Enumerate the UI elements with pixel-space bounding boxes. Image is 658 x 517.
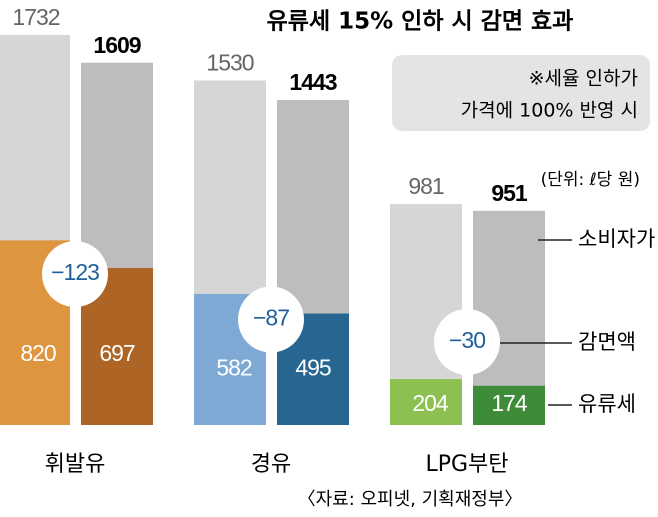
value-label: 495 <box>295 354 331 380</box>
legend-label: 감면액 <box>578 330 636 354</box>
value-label: 697 <box>99 340 135 366</box>
value-label: 1732 <box>12 4 59 30</box>
value-label: 820 <box>20 340 56 366</box>
category-label: 경유 <box>251 452 291 477</box>
reduction-label: −87 <box>253 305 289 331</box>
value-label: 174 <box>491 390 528 416</box>
value-label: 951 <box>491 180 528 206</box>
note-line: 가격에 100% 반영 시 <box>461 100 638 122</box>
source: 〈자료: 오피넷, 기획재정부〉 <box>298 489 523 510</box>
reduction-marker <box>238 286 304 353</box>
note-line: ※세율 인하가 <box>529 68 638 90</box>
value-label: 1609 <box>93 32 140 58</box>
legend-label: 소비자가 <box>578 227 655 251</box>
reduction-label: −30 <box>449 327 485 353</box>
tax-bar <box>473 385 545 425</box>
category-label: 휘발유 <box>45 452 106 477</box>
value-label: 204 <box>412 390 449 416</box>
value-label: 1443 <box>289 69 336 95</box>
reduction-label: −123 <box>51 259 99 285</box>
value-label: 981 <box>408 173 444 199</box>
tax-bar <box>390 379 462 425</box>
reduction-marker <box>434 309 500 375</box>
legend-label: 유류세 <box>578 392 636 416</box>
note-box <box>392 55 650 131</box>
value-label: 582 <box>216 354 252 380</box>
unit: (단위: ℓ당 원) <box>541 170 640 190</box>
category-label: LPG부탄 <box>425 452 508 477</box>
reduction-marker <box>42 241 108 308</box>
value-label: 1530 <box>206 50 253 76</box>
chart-title: 유류세 15% 인하 시 감면 효과 <box>267 9 574 35</box>
